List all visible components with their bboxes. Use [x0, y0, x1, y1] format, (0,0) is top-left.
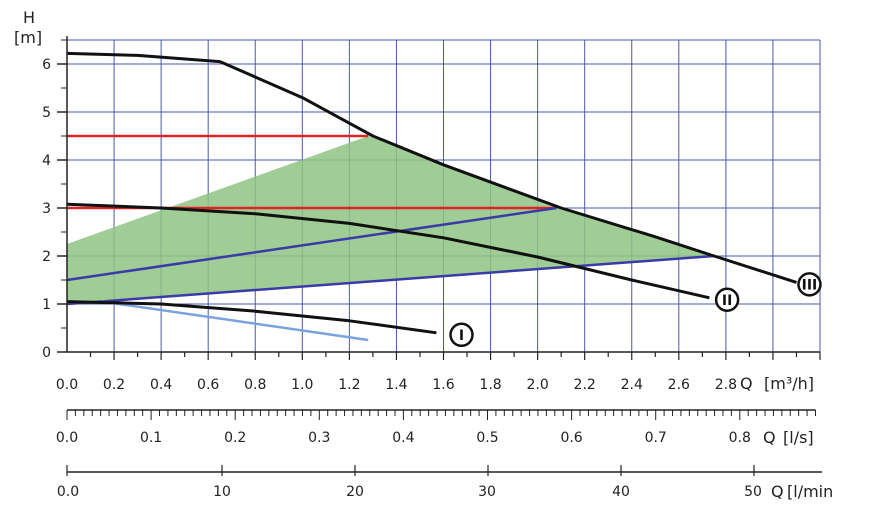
y-tick-label: 5: [42, 105, 51, 121]
ls-tick-label: 0.4: [392, 430, 414, 446]
lmin-axis-title-prefix: Q: [771, 482, 784, 501]
x-tick-label: 0.8: [244, 377, 266, 393]
lmin-tick-label: 30: [478, 484, 496, 500]
x-tick-label: 0.2: [103, 377, 125, 393]
curve-marker-iii: [797, 272, 822, 297]
y-tick-label: 0: [42, 345, 51, 361]
curve-marker-label: II: [722, 293, 732, 309]
y-tick-label: 4: [42, 153, 51, 169]
axes-layer: 0 1 2 3 4 5 6 0.0 0.2 0.4 0.6 0.8 1.0 1.2 1.4 1.6 1.8 2.0…: [42, 36, 822, 500]
y-tick-label: 1: [42, 297, 51, 313]
x-tick-label: 1.0: [291, 377, 313, 393]
y-axis-title: H: [23, 8, 35, 27]
curve-marker-ii: [714, 287, 740, 313]
y-tick-label: 3: [42, 201, 51, 217]
x-tick-label: 0.0: [56, 377, 78, 393]
lmin-tick-label: 40: [612, 484, 630, 500]
ls-tick-label: 0.6: [560, 430, 582, 446]
x-tick-label: 1.6: [432, 377, 454, 393]
y-tick-label: 6: [42, 57, 51, 73]
ls-tick-label: 0.1: [140, 430, 162, 446]
y-axis-unit: [m]: [14, 28, 42, 47]
lmin-tick-label: 0.0: [57, 484, 79, 500]
lmin-tick-label: 20: [346, 484, 364, 500]
ls-tick-label: 0.7: [645, 430, 667, 446]
reference-line: [66, 206, 557, 282]
x-tick-label: 0.4: [150, 377, 172, 393]
ls-axis-title-unit: [l/s]: [783, 428, 814, 447]
ls-tick-label: 0.0: [56, 430, 78, 446]
series-line-iii: [66, 51, 797, 284]
reference-line: [102, 300, 369, 342]
x-axis-title-unit: [m³/h]: [764, 374, 814, 393]
lmin-tick-label: 10: [213, 484, 231, 500]
x-tick-label: 2.4: [621, 377, 643, 393]
ls-tick-label: 0.3: [308, 430, 330, 446]
lmin-tick-label: 50: [744, 484, 762, 500]
ls-tick-label: 0.8: [729, 430, 751, 446]
x-tick-label: 2.6: [668, 377, 690, 393]
reference-line: [66, 254, 715, 306]
series-line-i: [66, 300, 437, 335]
series-line-ii: [66, 202, 710, 300]
x-tick-label: 2.0: [526, 377, 548, 393]
x-axis-title-prefix: Q: [740, 374, 753, 393]
curve-marker-i: [449, 322, 474, 348]
x-tick-label: 1.4: [385, 377, 407, 393]
x-tick-label: 2.8: [715, 377, 737, 393]
curve-marker-label: I: [459, 328, 464, 344]
x-tick-label: 1.2: [338, 377, 360, 393]
x-tick-label: 2.2: [574, 377, 596, 393]
ls-tick-label: 0.2: [224, 430, 246, 446]
lmin-axis-title-unit: [l/min: [787, 482, 833, 501]
curve-marker-label: III: [802, 277, 818, 293]
ls-tick-label: 0.5: [476, 430, 498, 446]
ls-axis-title-prefix: Q: [763, 428, 776, 447]
x-tick-label: 1.8: [479, 377, 501, 393]
x-tick-label: 0.6: [197, 377, 219, 393]
y-tick-label: 2: [42, 249, 51, 265]
